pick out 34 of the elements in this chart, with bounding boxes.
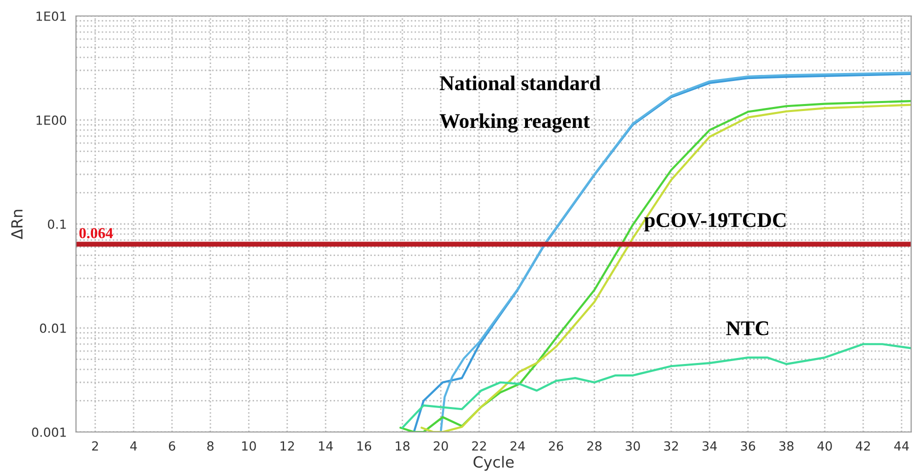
annotation: National standard (440, 76, 601, 90)
x-tick-label: 22 (472, 441, 486, 451)
y-tick-label: 0.001 (32, 427, 66, 437)
x-tick-label: 12 (280, 441, 294, 451)
annotation: Working reagent (440, 113, 590, 132)
x-tick-label: 16 (357, 441, 372, 451)
x-tick-label: 4 (130, 441, 137, 451)
y-tick-label: 1E00 (36, 115, 66, 125)
y-tick-label: 0.1 (48, 219, 66, 229)
x-tick-label: 42 (856, 441, 870, 451)
x-tick-label: 6 (168, 441, 176, 451)
y-tick-label: 0.01 (40, 323, 66, 333)
ref-line-label: 0.064 (79, 228, 113, 238)
x-tick-label: 24 (510, 441, 525, 451)
x-axis-title: Cycle (474, 456, 514, 471)
y-tick-label: 1E01 (36, 11, 66, 21)
x-tick-label: 32 (664, 441, 678, 451)
x-tick-label: 28 (587, 441, 602, 451)
x-tick-label: 2 (92, 441, 98, 451)
x-tick-label: 38 (779, 441, 794, 451)
x-tick-label: 34 (702, 441, 717, 451)
x-tick-label: 44 (894, 441, 909, 451)
y-axis-title: ΔRn (11, 210, 22, 240)
x-tick-label: 40 (817, 441, 832, 451)
x-tick-label: 30 (626, 441, 640, 451)
annotation: NTC (726, 321, 768, 336)
x-tick-label: 36 (740, 441, 756, 451)
x-tick-label: 14 (319, 441, 333, 451)
x-tick-label: 10 (242, 441, 256, 451)
x-tick-label: 26 (548, 441, 564, 451)
x-tick-label: 8 (207, 441, 214, 451)
x-tick-label: 20 (434, 441, 448, 451)
x-tick-label: 18 (396, 441, 410, 451)
annotation: pCOV-19TCDC (644, 213, 786, 232)
